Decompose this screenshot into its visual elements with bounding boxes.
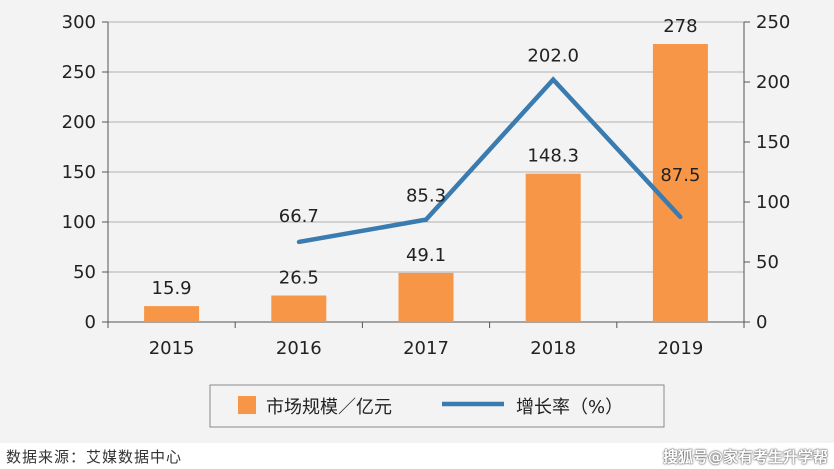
bar-line-chart: 0 50 100 150 200 250 300 0 50 100 150 200 250 2015 201… — [62, 12, 790, 428]
bar — [398, 272, 454, 322]
bar-data-label: 148.3 — [527, 146, 579, 167]
legend-box — [209, 384, 665, 428]
growth-rate-line — [298, 76, 683, 245]
line-data-label: 202.0 — [527, 46, 579, 67]
chart-area: 0 50 100 150 200 250 300 0 50 100 150 200 250 2015 201… — [0, 0, 834, 443]
y-right-tick-label: 200 — [756, 72, 790, 93]
y-left-tick-label: 250 — [62, 62, 96, 83]
y-left-tick-label: 0 — [85, 312, 96, 333]
bar-data-label: 26.5 — [279, 268, 319, 289]
x-tick-label: 2015 — [149, 338, 195, 359]
x-tick-label: 2018 — [530, 338, 576, 359]
line-data-label: 87.5 — [660, 165, 700, 186]
line-data-label: 66.7 — [279, 206, 319, 227]
x-tick-label: 2017 — [403, 338, 449, 359]
line-data-label: 85.3 — [406, 186, 446, 207]
y-right-tick-label: 50 — [756, 252, 779, 273]
y-left-tick-label: 300 — [62, 12, 96, 33]
legend-label-line: 增长率（%） — [516, 397, 623, 418]
x-tick-label: 2016 — [276, 338, 322, 359]
line-point — [424, 217, 428, 222]
y-left-tick-label: 50 — [73, 262, 96, 283]
bar-data-label: 15.9 — [152, 278, 192, 299]
y-right-tick-label: 0 — [756, 312, 767, 333]
bar-data-label: 49.1 — [406, 245, 446, 266]
line-point — [551, 77, 556, 82]
bar-data-label: 278 — [663, 16, 697, 37]
line-point — [678, 215, 683, 219]
source-note: 数据来源：艾媒数据中心 — [6, 448, 183, 466]
y-right-tick-label: 150 — [756, 132, 790, 153]
bar — [144, 306, 200, 322]
legend-swatch-bar — [238, 396, 256, 414]
y-left-tick-label: 100 — [62, 212, 96, 233]
legend-label-bar: 市场规模／亿元 — [266, 397, 392, 418]
line-point — [296, 239, 301, 244]
y-left-tick-label: 150 — [62, 162, 96, 183]
x-tick-label: 2019 — [657, 338, 703, 359]
y-right-tick-label: 250 — [756, 12, 790, 33]
y-left-tick-label: 200 — [62, 112, 96, 133]
watermark: 搜狐号@家有考生升学帮 — [662, 448, 828, 466]
y-right-tick-label: 100 — [756, 192, 790, 213]
bar — [271, 295, 327, 322]
bar — [652, 44, 708, 322]
bar — [525, 173, 581, 322]
